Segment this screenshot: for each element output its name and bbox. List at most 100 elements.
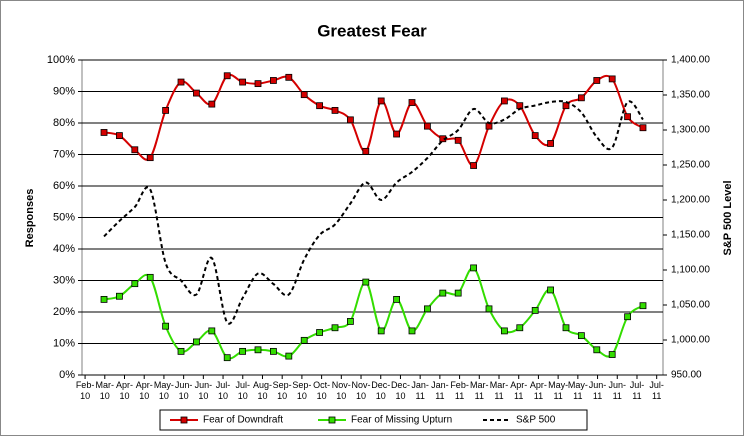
marker — [316, 329, 324, 336]
x-tick-label: Jul-10 — [216, 380, 231, 401]
marker — [393, 130, 400, 138]
marker — [377, 327, 385, 335]
x-tick-label: Mar-11 — [470, 380, 489, 401]
marker — [562, 102, 570, 110]
marker — [177, 78, 185, 86]
y-tick-label: 70% — [53, 148, 75, 160]
marker — [100, 295, 108, 303]
series-line — [103, 100, 644, 325]
y2-tick-label: 1,250.00 — [671, 160, 710, 171]
x-tick-label: Jun-10 — [195, 380, 213, 401]
legend-label: Fear of Downdraft — [203, 415, 283, 426]
y-tick-label: 40% — [53, 243, 75, 255]
x-tick-label: May-11 — [548, 380, 568, 401]
marker — [639, 124, 647, 132]
x-tick-label: Dec-10 — [391, 380, 410, 401]
marker — [223, 72, 231, 80]
marker — [377, 97, 385, 105]
marker — [547, 140, 554, 147]
x-tick-label: Jul-11 — [649, 380, 664, 401]
x-tick-label: Sep-10 — [292, 380, 311, 401]
legend-marker — [180, 416, 188, 424]
marker — [408, 99, 416, 106]
marker — [485, 305, 493, 313]
marker — [593, 346, 601, 354]
x-tick-label: Jan-11 — [431, 380, 449, 401]
marker — [254, 80, 262, 88]
marker — [193, 89, 200, 97]
y-tick-label: 60% — [53, 180, 75, 192]
marker — [454, 289, 462, 297]
x-tick-label: Aug-10 — [253, 380, 272, 401]
y2-tick-label: 1,200.00 — [671, 195, 710, 206]
marker — [531, 307, 539, 314]
x-tick-label: Sep-10 — [273, 380, 292, 401]
marker — [239, 78, 247, 86]
marker — [193, 338, 200, 346]
marker — [116, 132, 123, 140]
marker — [146, 154, 154, 162]
marker — [577, 94, 585, 102]
marker — [439, 289, 447, 297]
y2-tick-label: 1,050.00 — [671, 300, 710, 311]
marker — [331, 324, 339, 332]
x-tick-label: May-11 — [568, 380, 588, 401]
marker — [362, 147, 370, 155]
marker — [270, 347, 277, 355]
marker — [285, 352, 293, 360]
marker — [593, 77, 601, 84]
marker — [131, 146, 139, 154]
marker — [547, 286, 554, 294]
marker — [162, 322, 170, 330]
marker — [500, 327, 508, 335]
marker — [331, 107, 339, 114]
marker — [639, 302, 647, 310]
marker — [300, 336, 308, 344]
marker — [393, 295, 400, 303]
marker — [608, 351, 616, 358]
y2-tick-label: 1,000.00 — [671, 335, 710, 346]
marker — [423, 122, 431, 130]
marker — [362, 278, 370, 286]
marker — [177, 347, 185, 355]
y2-tick-label: 1,400.00 — [671, 55, 710, 66]
x-tick-label: Jul-10 — [236, 380, 251, 401]
marker — [300, 91, 308, 99]
x-tick-label: Jun-11 — [589, 380, 607, 401]
marker — [162, 107, 170, 114]
y2-tick-label: 1,150.00 — [671, 230, 710, 241]
y-tick-label: 0% — [59, 369, 75, 381]
legend-label: S&P 500 — [516, 415, 556, 426]
marker — [254, 346, 262, 354]
y-tick-label: 10% — [53, 337, 75, 349]
marker — [131, 280, 139, 288]
marker — [116, 292, 123, 300]
marker — [531, 132, 539, 140]
marker — [608, 75, 616, 83]
x-tick-label: Mar-11 — [490, 380, 509, 401]
marker — [562, 324, 570, 332]
y2-tick-label: 1,100.00 — [671, 265, 710, 276]
marker — [223, 354, 231, 362]
marker — [500, 97, 508, 105]
marker — [270, 77, 277, 84]
x-tick-label: Apr-10 — [116, 380, 133, 401]
x-tick-label: Apr-11 — [510, 380, 527, 401]
marker — [470, 162, 477, 169]
marker — [208, 327, 216, 335]
marker — [470, 264, 477, 272]
marker — [100, 129, 108, 136]
x-tick-label: Nov-10 — [352, 380, 371, 401]
y-tick-label: 20% — [53, 306, 75, 318]
marker — [347, 116, 354, 124]
y-tick-label: 50% — [53, 211, 75, 223]
marker — [347, 318, 354, 325]
x-tick-label: Jun-10 — [175, 380, 193, 401]
marker — [624, 313, 631, 321]
marker — [423, 305, 431, 313]
marker — [516, 324, 524, 332]
x-tick-label: May-10 — [154, 380, 174, 401]
marker — [146, 273, 154, 281]
legend-marker — [328, 416, 336, 424]
